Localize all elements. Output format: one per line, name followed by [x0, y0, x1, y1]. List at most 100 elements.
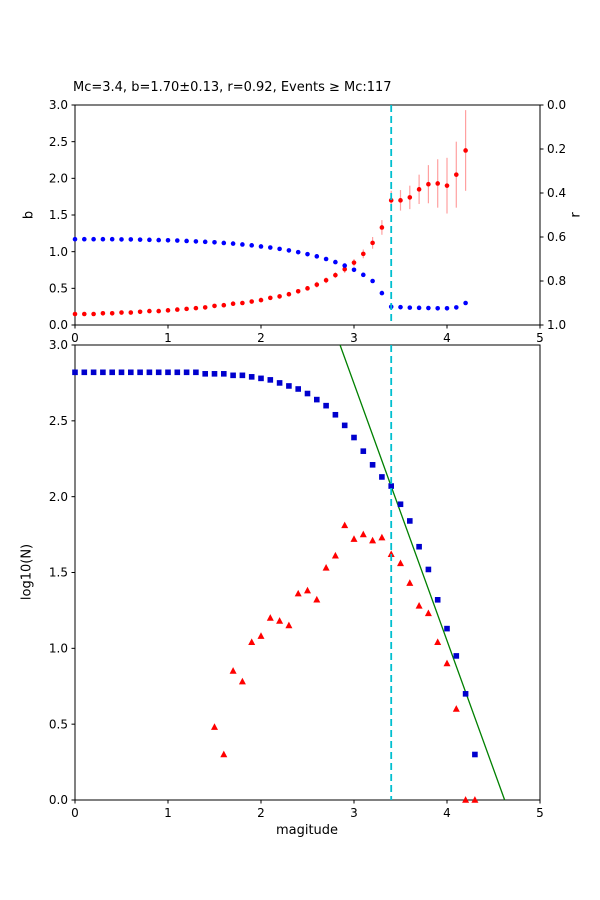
circle-marker [333, 259, 338, 265]
triangle-marker [313, 595, 321, 603]
triangle-marker [378, 533, 386, 541]
goodness-of-fit-r [72, 236, 468, 311]
y-tick-label-right: 0.8 [547, 274, 566, 288]
x-tick-label: 1 [164, 806, 172, 820]
x-tick-label: 4 [443, 331, 451, 345]
triangle-marker [397, 559, 404, 567]
y-tick-label: 1.0 [49, 642, 68, 656]
triangle-marker [257, 632, 265, 639]
circle-marker [91, 236, 96, 242]
circle-marker [212, 239, 217, 245]
circle-marker [119, 237, 124, 242]
square-marker [230, 372, 236, 379]
square-marker [183, 369, 190, 376]
square-marker [155, 369, 162, 376]
triangle-marker [211, 723, 218, 730]
circle-marker [268, 295, 273, 301]
circle-marker [184, 238, 189, 244]
x-tick-label: 2 [257, 331, 265, 345]
circle-marker [295, 288, 301, 294]
x-tick-label: 3 [350, 331, 358, 345]
triangle-marker [452, 705, 460, 712]
circle-marker [91, 311, 96, 317]
circle-marker [277, 294, 282, 299]
y-tick-label: 3.0 [49, 98, 68, 112]
circle-marker [416, 187, 422, 192]
circle-marker [202, 239, 208, 245]
y-tick-label: 2.5 [49, 135, 68, 149]
circle-marker [258, 297, 264, 303]
y-tick-label: 0.5 [49, 282, 68, 296]
circle-marker [258, 244, 264, 249]
square-marker [323, 402, 329, 409]
square-marker [146, 369, 153, 376]
triangle-marker [424, 609, 432, 617]
circle-marker [435, 181, 441, 186]
circle-marker [175, 238, 180, 243]
circle-marker [100, 236, 106, 242]
x-tick-label: 1 [164, 331, 172, 345]
square-marker [434, 597, 441, 603]
circle-marker [286, 248, 292, 253]
circle-marker [72, 311, 78, 317]
circle-marker [193, 305, 199, 311]
circle-marker [370, 278, 375, 284]
square-marker [137, 369, 143, 376]
triangle-marker [220, 750, 228, 758]
circle-marker [351, 267, 357, 273]
circle-marker [249, 299, 254, 304]
square-marker [407, 518, 413, 524]
circle-marker [221, 302, 227, 308]
circle-marker [277, 246, 282, 252]
circle-marker [361, 272, 366, 278]
cumulative-count [72, 369, 478, 758]
y-tick-label: 1.5 [49, 566, 68, 580]
circle-marker [444, 305, 450, 311]
b-value [72, 110, 468, 317]
y-tick-label: 2.0 [49, 172, 68, 186]
circle-marker [398, 198, 403, 203]
axes-frame [74, 344, 541, 801]
square-marker [72, 369, 78, 376]
square-marker [239, 372, 246, 379]
circle-marker [156, 237, 161, 243]
circle-marker [230, 301, 236, 307]
square-marker [286, 383, 292, 389]
circle-marker [444, 183, 450, 188]
circle-marker [361, 251, 366, 257]
square-marker [472, 751, 478, 758]
circle-marker [305, 286, 310, 291]
circle-marker [221, 240, 227, 246]
square-marker [360, 448, 367, 454]
triangle-marker [471, 796, 479, 803]
circle-marker [351, 260, 357, 265]
circle-marker [379, 225, 385, 230]
triangle-marker [304, 586, 311, 594]
x-tick-label: 5 [536, 806, 544, 820]
circle-marker [454, 172, 459, 177]
axes-frame [74, 104, 541, 326]
gr-fit-line-path [339, 344, 506, 801]
chart-title: Mc=3.4, b=1.70±0.13, r=0.92, Events ≥ Mc… [73, 80, 392, 95]
square-marker [248, 374, 255, 380]
triangle-marker [248, 638, 256, 645]
circle-marker [128, 310, 134, 315]
square-marker [295, 386, 301, 392]
triangle-marker [359, 530, 367, 538]
circle-marker [249, 243, 254, 248]
square-marker [100, 369, 106, 376]
y-tick-label: 2.5 [49, 414, 68, 428]
square-marker [453, 653, 460, 659]
square-marker [314, 396, 320, 403]
top-panel-left-axis-label: b [21, 210, 37, 220]
x-tick-label: 0 [71, 806, 79, 820]
y-tick-label-right: 0.0 [547, 98, 566, 112]
triangle-marker [322, 564, 330, 571]
circle-marker [268, 245, 273, 250]
circle-marker [230, 241, 236, 246]
circle-marker [314, 282, 320, 287]
y-tick-label-right: 0.2 [547, 142, 566, 156]
square-marker [109, 369, 115, 376]
